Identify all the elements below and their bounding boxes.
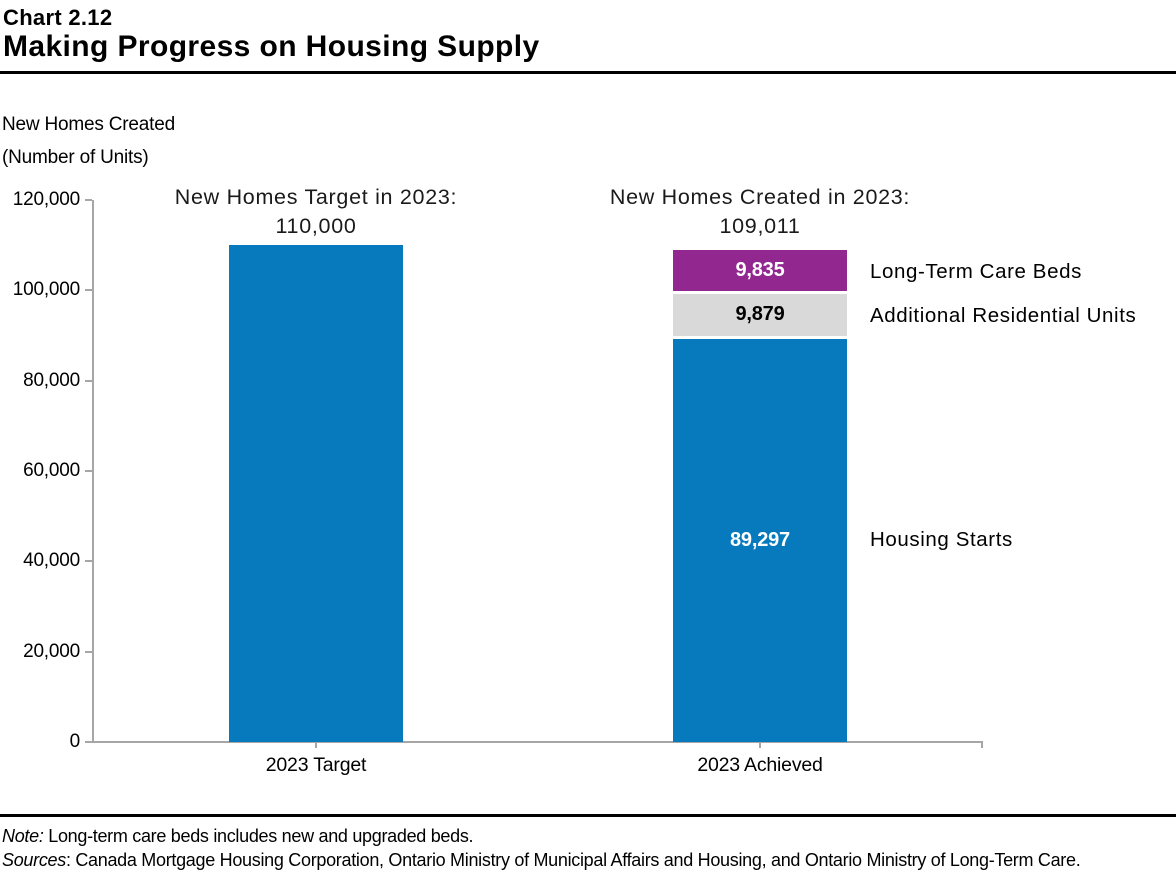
page-title: Making Progress on Housing Supply xyxy=(3,30,540,63)
x-tick-mark xyxy=(315,742,317,748)
bar-annotation: New Homes Created in 2023: 109,011 xyxy=(540,183,980,241)
y-axis-line xyxy=(92,200,94,742)
y-tick-mark xyxy=(85,199,92,201)
segment-side-label: Long-Term Care Beds xyxy=(870,259,1082,283)
x-axis-line xyxy=(92,741,983,743)
y-axis-title-line1: New Homes Created xyxy=(2,114,175,135)
bar-segment-additional-residential-units: 9,879 xyxy=(673,294,847,339)
note-text: Long-term care beds includes new and upg… xyxy=(43,826,474,846)
y-tick-label: 120,000 xyxy=(12,189,80,210)
y-tick-mark xyxy=(85,741,92,743)
y-tick-label: 20,000 xyxy=(23,640,80,662)
bar-annotation-line2: 109,011 xyxy=(719,214,801,238)
note-label: Note: xyxy=(2,826,44,846)
y-axis-title-line2: (Number of Units) xyxy=(2,147,149,168)
segment-value-label: 9,879 xyxy=(735,303,785,326)
x-category-label: 2023 Achieved xyxy=(697,754,823,776)
y-tick-label: 60,000 xyxy=(23,460,80,481)
y-tick-mark xyxy=(85,560,92,563)
x-tick-mark xyxy=(759,742,761,748)
x-category-label: 2023 Target xyxy=(265,754,367,776)
bar-segment-long-term-care-beds: 9,835 xyxy=(673,249,847,295)
y-tick-label: 100,000 xyxy=(12,279,80,301)
segment-side-label: Additional Residential Units xyxy=(870,304,1137,328)
title-divider xyxy=(0,71,1176,74)
footer-divider xyxy=(0,814,1176,817)
y-tick-mark xyxy=(85,379,92,382)
y-tick-mark xyxy=(85,650,92,653)
bar-annotation-line2: 110,000 xyxy=(275,214,357,238)
bar-segment-housing-starts xyxy=(229,245,403,742)
y-tick-mark xyxy=(85,470,92,472)
bar-annotation-line1: New Homes Target in 2023: xyxy=(174,185,458,209)
y-tick-label: 40,000 xyxy=(23,550,80,572)
y-axis-title: New Homes Created (Number of Units) xyxy=(2,108,175,174)
y-tick-mark xyxy=(85,289,92,292)
footer-sources: Sources: Canada Mortgage Housing Corpora… xyxy=(2,850,1081,871)
segment-side-label: Housing Starts xyxy=(870,528,1013,552)
sources-text: : Canada Mortgage Housing Corporation, O… xyxy=(65,850,1081,870)
sources-label: Sources xyxy=(2,850,66,870)
footer-note: Note: Long-term care beds includes new a… xyxy=(2,826,474,847)
x-axis-end-tick xyxy=(981,742,983,748)
bar-annotation: New Homes Target in 2023: 110,000 xyxy=(96,183,536,241)
chart-number: Chart 2.12 xyxy=(3,5,113,30)
y-tick-label: 80,000 xyxy=(23,369,80,391)
bar-segment-housing-starts: 89,297 xyxy=(673,338,847,742)
segment-value-label: 89,297 xyxy=(730,528,790,551)
y-tick-label: 0 xyxy=(69,731,81,752)
segment-value-label: 9,835 xyxy=(735,258,785,281)
bar-annotation-line1: New Homes Created in 2023: xyxy=(609,185,911,209)
